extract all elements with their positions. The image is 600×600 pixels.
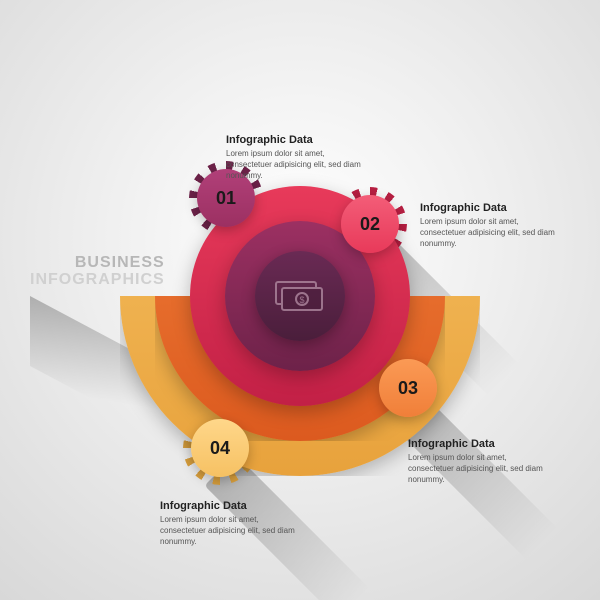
node-03-text: Infographic Data Lorem ipsum dolor sit a… bbox=[408, 438, 548, 485]
node-heading: Infographic Data bbox=[408, 438, 548, 450]
title-ribbon: BUSINESS INFOGRAPHICS bbox=[30, 254, 165, 289]
node-body: Lorem ipsum dolor sit amet, consectetuer… bbox=[160, 515, 300, 547]
node-number: 02 bbox=[360, 214, 380, 235]
node-body: Lorem ipsum dolor sit amet, consectetuer… bbox=[420, 217, 560, 249]
node-heading: Infographic Data bbox=[420, 202, 560, 214]
node-04-badge: 04 bbox=[191, 419, 249, 477]
node-body: Lorem ipsum dolor sit amet, consectetuer… bbox=[408, 453, 548, 485]
node-number: 01 bbox=[216, 188, 236, 209]
infographic-stage: $ BUSINESS INFOGRAPHICS 01 Infographic D… bbox=[0, 0, 600, 600]
node-body: Lorem ipsum dolor sit amet, consectetuer… bbox=[226, 149, 366, 181]
node-02-text: Infographic Data Lorem ipsum dolor sit a… bbox=[420, 202, 560, 249]
node-01-text: Infographic Data Lorem ipsum dolor sit a… bbox=[226, 134, 366, 181]
node-heading: Infographic Data bbox=[226, 134, 366, 146]
node-heading: Infographic Data bbox=[160, 500, 300, 512]
node-number: 03 bbox=[398, 378, 418, 399]
svg-text:$: $ bbox=[299, 295, 304, 305]
node-number: 04 bbox=[210, 438, 230, 459]
node-02-badge: 02 bbox=[341, 195, 399, 253]
center-icon-disc: $ bbox=[255, 251, 345, 341]
title-line-2: INFOGRAPHICS bbox=[30, 271, 165, 289]
title-line-1: BUSINESS bbox=[30, 254, 165, 272]
node-03-badge: 03 bbox=[379, 359, 437, 417]
money-stack-icon: $ bbox=[273, 276, 327, 316]
node-04-text: Infographic Data Lorem ipsum dolor sit a… bbox=[160, 500, 300, 547]
